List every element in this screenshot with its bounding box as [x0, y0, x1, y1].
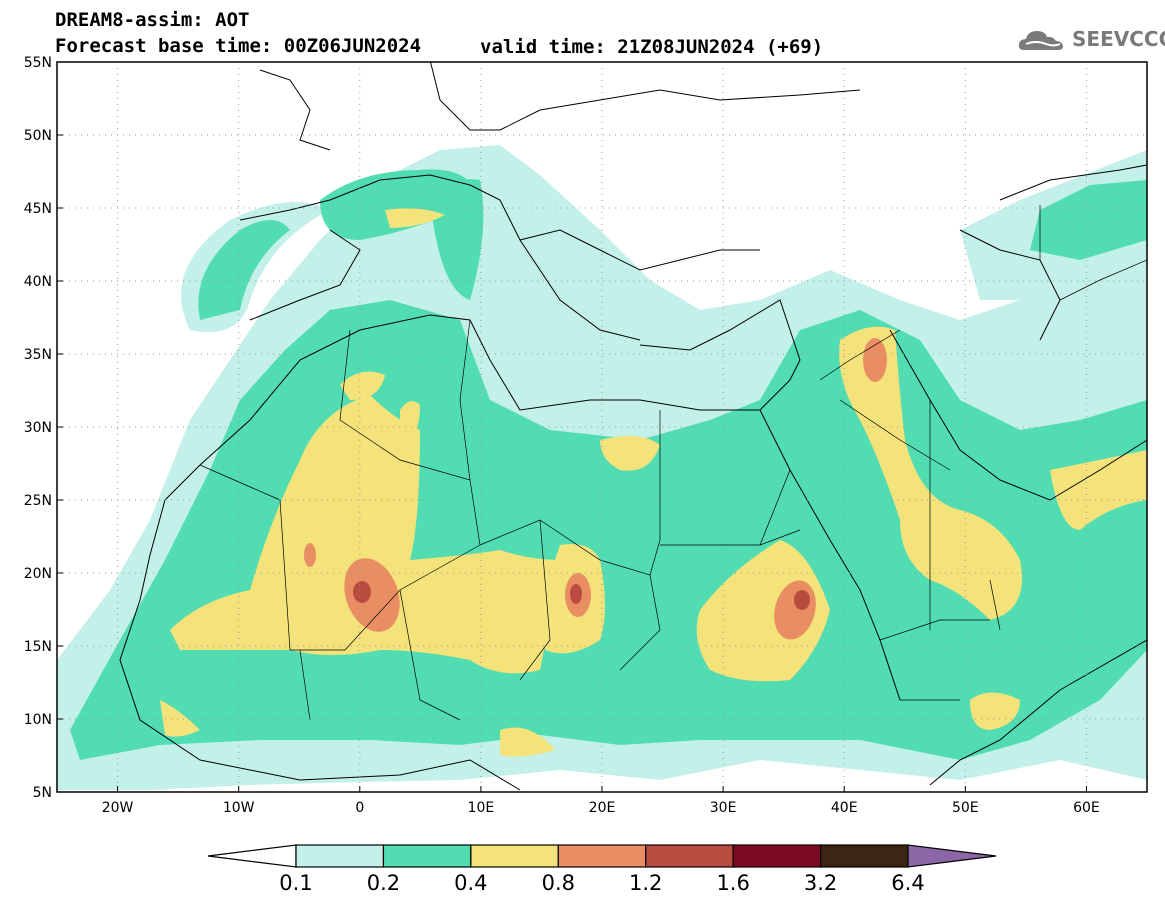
- lat-label: 5N: [33, 785, 52, 801]
- colorbar-label: 1.6: [716, 871, 749, 895]
- colorbar-label: 0.2: [367, 871, 400, 895]
- valid-time: valid time: 21Z08JUN2024 (+69): [480, 36, 824, 58]
- lat-label: 25N: [24, 493, 52, 509]
- lat-label: 15N: [24, 639, 52, 655]
- lon-label: 10W: [223, 800, 255, 816]
- colorbar-under-arrow: [207, 844, 297, 868]
- colorbar-label: 0.4: [454, 871, 487, 895]
- lat-label: 20N: [24, 566, 52, 582]
- colorbar-box: [732, 844, 822, 868]
- map-title: DREAM8-assim: AOT: [55, 9, 250, 31]
- colorbar-box: [382, 844, 472, 868]
- latitude-axis: 55N 50N 45N 40N 35N 30N 25N 20N 15N 10N 5N: [24, 55, 63, 801]
- seevccc-logo: SEEVCCC: [1016, 24, 1165, 56]
- lon-label: 40E: [831, 800, 858, 816]
- colorbar-label: 3.2: [804, 871, 837, 895]
- lon-label: 30E: [710, 800, 737, 816]
- lat-label: 50N: [24, 128, 52, 144]
- lat-label: 45N: [24, 201, 52, 217]
- lon-label: 50E: [952, 800, 979, 816]
- lon-label: 0: [355, 800, 364, 816]
- colorbar-box: [645, 844, 734, 868]
- colorbar-over-arrow: [907, 844, 997, 868]
- colorbar-label: 0.1: [279, 871, 312, 895]
- cloud-icon: [1018, 31, 1063, 50]
- lon-label: 60E: [1073, 800, 1100, 816]
- lat-label: 30N: [24, 420, 52, 436]
- lat-label: 40N: [24, 274, 52, 290]
- lat-label: 10N: [24, 712, 52, 728]
- colorbar: 0.1 0.2 0.4 0.8 1.2 1.6 3.2 6.4: [207, 844, 997, 895]
- colorbar-label: 6.4: [891, 871, 924, 895]
- lat-label: 55N: [24, 55, 52, 71]
- colorbar-label: 0.8: [542, 871, 575, 895]
- colorbar-box: [557, 844, 647, 868]
- lon-label: 20W: [102, 800, 134, 816]
- colorbar-box: [470, 844, 559, 868]
- longitude-axis: 20W 10W 0 10E 20E 30E 40E 50E 60E: [102, 786, 1100, 816]
- colorbar-box: [295, 844, 385, 868]
- lat-label: 35N: [24, 347, 52, 363]
- forecast-base-time: Forecast base time: 00Z06JUN2024: [55, 35, 422, 57]
- lon-label: 20E: [589, 800, 616, 816]
- lon-label: 10E: [468, 800, 495, 816]
- colorbar-box: [819, 844, 909, 868]
- aot-band-1-2: [353, 581, 810, 610]
- country-borders: [199, 205, 1147, 721]
- colorbar-label: 1.2: [629, 871, 662, 895]
- aot-field: [57, 62, 1147, 792]
- logo-text: SEEVCCC: [1072, 27, 1165, 51]
